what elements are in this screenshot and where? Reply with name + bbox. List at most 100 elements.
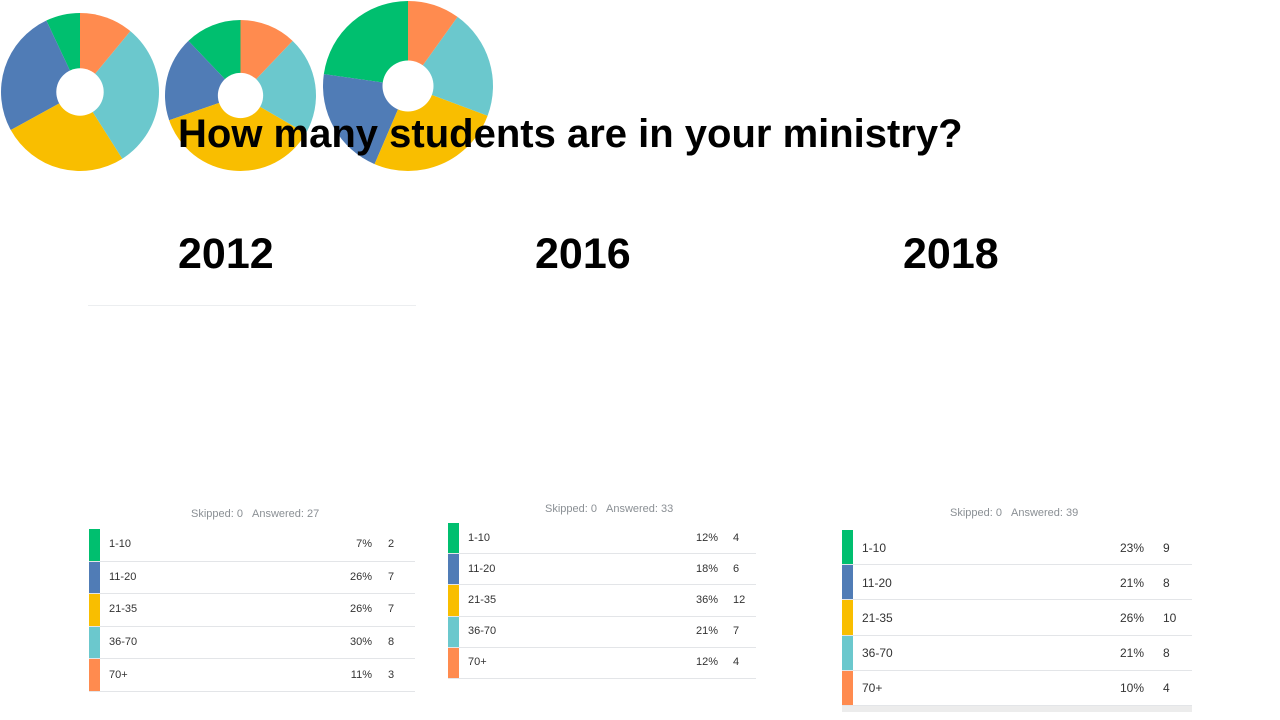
row-label: 36-70 xyxy=(468,625,497,638)
row-count: 10 xyxy=(1163,610,1177,625)
row-percent: 23% xyxy=(1119,540,1144,555)
row-percent: 21% xyxy=(1119,646,1144,661)
pie-slice-70+ xyxy=(240,20,294,96)
answered-count: Answered: 27 xyxy=(251,508,320,520)
skipped-count: Skipped: 0 xyxy=(950,507,1002,519)
row-percent: 26% xyxy=(349,570,372,583)
table-row: 70+ 10% 4 xyxy=(842,670,1192,706)
table-row: 36-70 30% 8 xyxy=(89,626,415,660)
donut-hole xyxy=(56,68,104,116)
answered-count: Answered: 33 xyxy=(605,503,674,515)
legend-swatch xyxy=(448,647,459,678)
pie-slice-1-10 xyxy=(323,1,408,86)
row-label: 1-10 xyxy=(862,540,887,555)
row-label: 70+ xyxy=(109,668,128,681)
row-count: 8 xyxy=(1163,575,1170,590)
row-percent: 21% xyxy=(695,625,718,638)
table-row: 11-20 21% 8 xyxy=(842,565,1192,601)
row-percent: 30% xyxy=(349,636,372,649)
legend-swatch xyxy=(842,600,853,635)
panel-2012-top-divider xyxy=(88,305,416,306)
row-count: 7 xyxy=(388,603,395,616)
row-percent: 11% xyxy=(350,668,372,681)
row-label: 11-20 xyxy=(862,575,892,590)
skipped-count: Skipped: 0 xyxy=(545,503,597,515)
legend-swatch xyxy=(89,594,100,626)
row-percent: 26% xyxy=(349,603,372,616)
row-count: 7 xyxy=(388,570,395,583)
row-count: 12 xyxy=(733,593,746,606)
pie-chart-2016 xyxy=(165,20,317,172)
page-title: How many students are in your ministry? xyxy=(178,112,963,156)
table-row: 1-10 7% 2 xyxy=(89,529,415,562)
table-row: 11-20 18% 6 xyxy=(448,554,756,586)
year-2012-heading: 2012 xyxy=(178,230,274,278)
donut-hole xyxy=(218,72,264,119)
year-2018-heading: 2018 xyxy=(903,230,999,278)
summary-2012: Skipped: 0 Answered: 27 xyxy=(191,508,328,520)
legend-swatch xyxy=(89,561,100,594)
table-row: 70+ 11% 3 xyxy=(89,659,415,692)
row-percent: 7% xyxy=(356,538,372,551)
row-label: 36-70 xyxy=(862,646,893,661)
row-label: 11-20 xyxy=(468,562,496,575)
summary-2016: Skipped: 0 Answered: 33 xyxy=(545,503,682,515)
panel-2018-bottom-band xyxy=(842,706,1192,712)
table-row: 1-10 23% 9 xyxy=(842,530,1192,566)
row-label: 11-20 xyxy=(109,570,137,583)
row-count: 9 xyxy=(1163,540,1170,555)
pie-slice-21-35 xyxy=(10,92,123,171)
row-label: 1-10 xyxy=(109,538,132,551)
legend-swatch xyxy=(842,670,853,705)
pie-chart-2018 xyxy=(322,1,493,171)
legend-swatch xyxy=(448,585,459,616)
row-label: 21-35 xyxy=(468,593,497,606)
pie-slice-36-70 xyxy=(240,40,317,134)
legend-swatch xyxy=(842,635,853,670)
row-label: 21-35 xyxy=(862,610,893,625)
legend-swatch xyxy=(448,523,459,554)
row-percent: 12% xyxy=(695,656,718,669)
row-percent: 36% xyxy=(695,593,718,606)
row-count: 6 xyxy=(733,562,740,575)
row-label: 36-70 xyxy=(109,636,138,649)
legend-swatch xyxy=(89,659,100,691)
row-percent: 18% xyxy=(695,562,718,575)
row-percent: 10% xyxy=(1119,681,1144,696)
legend-swatch xyxy=(89,626,100,659)
row-count: 3 xyxy=(388,668,395,681)
row-count: 4 xyxy=(733,531,740,544)
summary-2018: Skipped: 0 Answered: 39 xyxy=(950,507,1087,519)
row-label: 70+ xyxy=(862,681,883,696)
year-2016-heading: 2016 xyxy=(535,230,631,278)
table-row: 1-10 12% 4 xyxy=(448,523,756,555)
pie-chart-2012 xyxy=(0,13,159,171)
answered-count: Answered: 39 xyxy=(1010,507,1079,519)
legend-swatch xyxy=(448,616,459,647)
legend-table-2012: 1-10 7% 2 11-20 26% 7 21-35 26% 7 36-70 30% 8 70+ 11%… xyxy=(89,529,415,692)
row-label: 21-35 xyxy=(109,603,138,616)
pie-slice-36-70 xyxy=(80,31,159,159)
row-count: 7 xyxy=(733,625,740,638)
row-percent: 21% xyxy=(1119,575,1144,590)
table-row: 21-35 26% 10 xyxy=(842,600,1192,636)
donut-hole xyxy=(382,60,434,112)
pie-slice-21-35 xyxy=(169,95,307,172)
row-label: 70+ xyxy=(468,656,487,669)
table-row: 70+ 12% 4 xyxy=(448,647,756,679)
legend-table-2016: 1-10 12% 4 11-20 18% 6 21-35 36% 12 36-70 21% 7 70+ 1… xyxy=(448,523,756,679)
row-percent: 12% xyxy=(695,531,718,544)
table-row: 21-35 36% 12 xyxy=(448,585,756,617)
table-row: 21-35 26% 7 xyxy=(89,594,415,627)
row-count: 2 xyxy=(388,538,395,551)
row-count: 8 xyxy=(1163,646,1170,661)
legend-swatch xyxy=(842,565,853,600)
row-percent: 26% xyxy=(1119,610,1144,625)
table-row: 36-70 21% 8 xyxy=(842,635,1192,671)
table-row: 11-20 26% 7 xyxy=(89,561,415,595)
legend-swatch xyxy=(842,530,853,565)
row-label: 1-10 xyxy=(468,531,491,544)
legend-swatch xyxy=(89,529,100,561)
legend-table-2018: 1-10 23% 9 11-20 21% 8 21-35 26% 10 36-70 21% 8 70+ 1… xyxy=(842,530,1192,706)
skipped-count: Skipped: 0 xyxy=(191,508,243,520)
